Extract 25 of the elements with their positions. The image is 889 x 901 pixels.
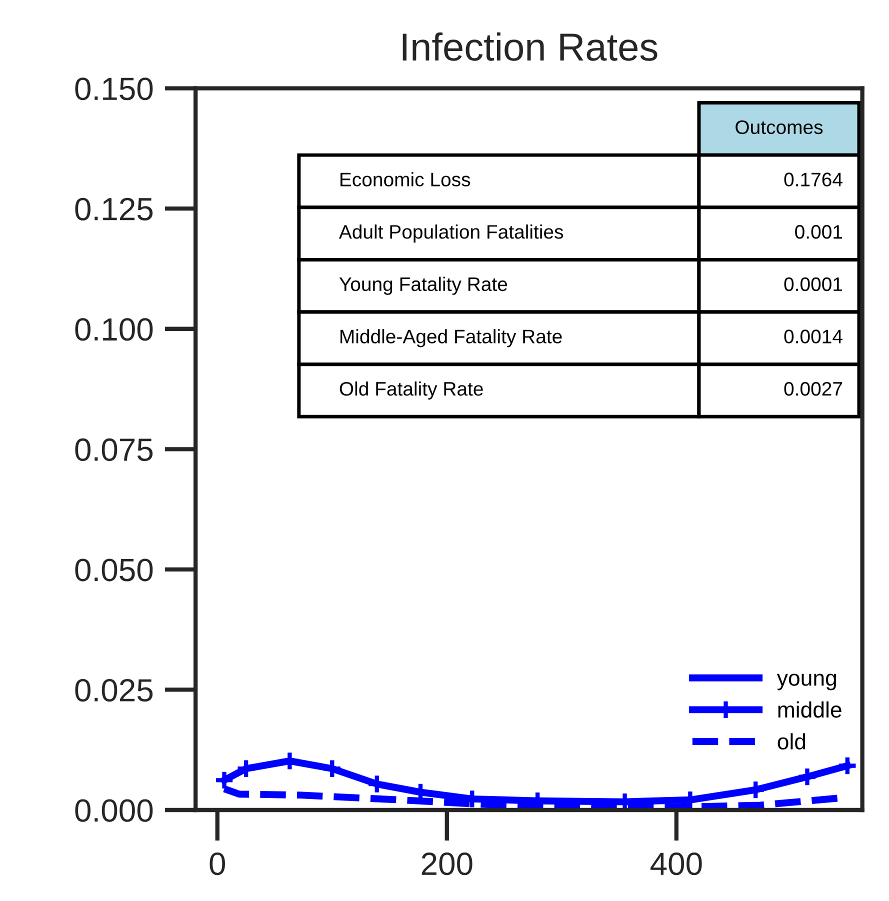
annotation: Young Fatality Rate (339, 276, 508, 295)
annotation: 0.0014 (784, 330, 842, 344)
x-tick-label: 400 (650, 852, 702, 876)
annotation: Middle-Aged Fatality Rate (340, 329, 562, 348)
y-tick-label: 0.050 (75, 558, 153, 582)
legend-label: old (778, 733, 806, 750)
x-tick-label: 200 (422, 852, 472, 876)
annotation: Economic Loss (340, 172, 470, 186)
x-tick-label: 0 (210, 852, 226, 876)
chart-title: Infection Rates (402, 32, 658, 61)
y-tick-label: 0.150 (75, 78, 153, 100)
annotation: 0.001 (795, 224, 842, 239)
annotation: Outcomes (736, 120, 823, 134)
legend-label: young (776, 674, 836, 690)
y-tick-label: 0.025 (75, 678, 153, 702)
y-tick-label: 0.100 (75, 318, 153, 341)
legend-label: middle (778, 701, 842, 718)
annotation: Adult Population Fatalities (338, 224, 564, 243)
y-tick-label: 0.075 (75, 438, 153, 462)
y-tick-label: 0.000 (75, 799, 153, 822)
annotation: 0.0001 (784, 277, 842, 292)
annotation: 0.0027 (784, 382, 842, 396)
annotation: Old Fatality Rate (340, 381, 483, 400)
y-tick-label: 0.125 (75, 198, 153, 220)
annotation: 0.1764 (784, 172, 842, 186)
